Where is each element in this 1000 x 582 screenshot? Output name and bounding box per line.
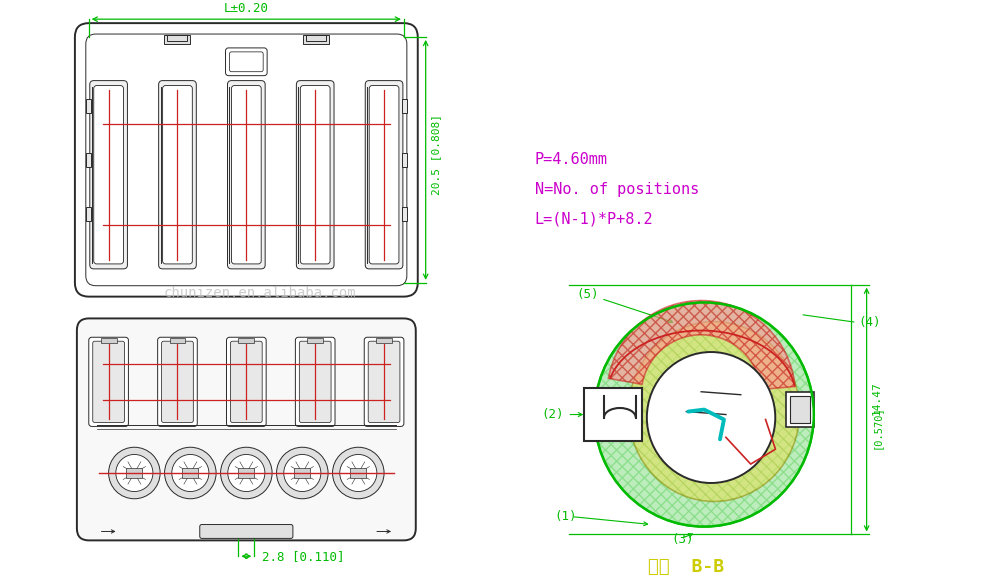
Circle shape bbox=[221, 447, 272, 499]
Ellipse shape bbox=[628, 322, 800, 502]
Ellipse shape bbox=[628, 322, 800, 502]
FancyBboxPatch shape bbox=[300, 86, 330, 264]
Text: (5): (5) bbox=[577, 288, 599, 301]
Circle shape bbox=[333, 447, 384, 499]
FancyBboxPatch shape bbox=[369, 86, 399, 264]
Circle shape bbox=[116, 455, 153, 492]
Text: (1): (1) bbox=[554, 510, 577, 523]
Bar bbox=[86, 207, 91, 221]
FancyBboxPatch shape bbox=[163, 86, 192, 264]
Bar bbox=[101, 338, 117, 343]
FancyBboxPatch shape bbox=[93, 341, 124, 423]
Bar bbox=[402, 207, 407, 221]
Circle shape bbox=[277, 447, 328, 499]
Ellipse shape bbox=[647, 352, 775, 483]
FancyBboxPatch shape bbox=[365, 81, 403, 269]
Bar bbox=[786, 392, 814, 427]
Circle shape bbox=[172, 455, 209, 492]
Bar bbox=[238, 338, 254, 343]
FancyBboxPatch shape bbox=[364, 337, 404, 427]
FancyBboxPatch shape bbox=[200, 524, 293, 538]
FancyBboxPatch shape bbox=[368, 341, 400, 423]
Bar bbox=[294, 468, 310, 478]
Text: L=(N-1)*P+8.2: L=(N-1)*P+8.2 bbox=[535, 211, 653, 226]
Bar bbox=[170, 338, 185, 343]
Bar bbox=[306, 35, 326, 41]
FancyBboxPatch shape bbox=[94, 86, 123, 264]
FancyArrowPatch shape bbox=[377, 530, 390, 533]
Text: L±0.20: L±0.20 bbox=[224, 2, 269, 15]
Text: N=No. of positions: N=No. of positions bbox=[535, 182, 699, 197]
FancyBboxPatch shape bbox=[77, 318, 416, 540]
Circle shape bbox=[165, 447, 216, 499]
FancyBboxPatch shape bbox=[230, 341, 262, 423]
Text: 14.47: 14.47 bbox=[872, 381, 882, 414]
Bar bbox=[238, 468, 254, 478]
Bar bbox=[376, 338, 392, 343]
Bar bbox=[167, 35, 187, 41]
FancyBboxPatch shape bbox=[162, 341, 193, 423]
Text: (2): (2) bbox=[542, 408, 564, 421]
Text: P=4.60mm: P=4.60mm bbox=[535, 152, 608, 167]
Circle shape bbox=[340, 455, 377, 492]
FancyBboxPatch shape bbox=[89, 337, 128, 427]
Circle shape bbox=[109, 447, 160, 499]
FancyBboxPatch shape bbox=[296, 81, 334, 269]
FancyBboxPatch shape bbox=[158, 337, 197, 427]
Circle shape bbox=[284, 455, 321, 492]
Circle shape bbox=[228, 455, 265, 492]
Ellipse shape bbox=[594, 303, 814, 527]
FancyArrowPatch shape bbox=[101, 530, 115, 533]
Bar bbox=[86, 99, 91, 113]
Bar bbox=[790, 396, 810, 424]
FancyBboxPatch shape bbox=[295, 337, 335, 427]
FancyBboxPatch shape bbox=[299, 341, 331, 423]
Bar bbox=[126, 468, 142, 478]
Bar bbox=[303, 35, 329, 44]
Text: [0.570]: [0.570] bbox=[872, 406, 882, 449]
Bar bbox=[402, 99, 407, 113]
FancyBboxPatch shape bbox=[228, 81, 265, 269]
Bar bbox=[164, 35, 190, 44]
Text: 2.8 [0.110]: 2.8 [0.110] bbox=[262, 550, 345, 563]
Text: 剖面  B-B: 剖面 B-B bbox=[648, 558, 724, 576]
Text: (4): (4) bbox=[859, 316, 881, 329]
FancyBboxPatch shape bbox=[159, 81, 196, 269]
FancyBboxPatch shape bbox=[90, 81, 127, 269]
Bar bbox=[307, 338, 323, 343]
Bar bbox=[584, 388, 642, 441]
Bar bbox=[86, 153, 91, 167]
Bar bbox=[402, 153, 407, 167]
Wedge shape bbox=[608, 300, 795, 389]
Text: chunizen.en.alibaba.com: chunizen.en.alibaba.com bbox=[164, 286, 357, 300]
Bar bbox=[182, 468, 198, 478]
Ellipse shape bbox=[594, 303, 814, 527]
Bar bbox=[350, 468, 366, 478]
Text: 20.5 [0.808]: 20.5 [0.808] bbox=[431, 115, 441, 196]
FancyBboxPatch shape bbox=[227, 337, 266, 427]
Text: (3): (3) bbox=[671, 533, 694, 546]
FancyBboxPatch shape bbox=[231, 86, 261, 264]
